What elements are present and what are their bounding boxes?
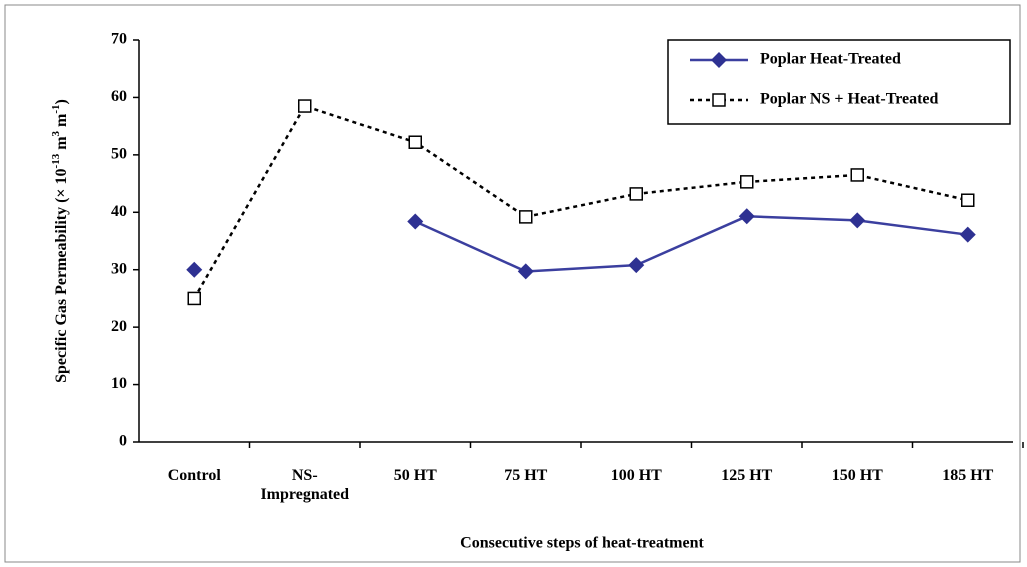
- data-point: [298, 99, 312, 113]
- frame: [4, 4, 1021, 563]
- legend-box: [667, 39, 1011, 125]
- y-tick-label: 60: [111, 88, 127, 105]
- legend-marker: [712, 93, 726, 107]
- data-point: [961, 193, 975, 207]
- data-point: [959, 226, 976, 243]
- y-axis-title-part: 3: [50, 130, 62, 136]
- y-tick-label: 10: [111, 375, 127, 392]
- x-tick-label: 75 HT: [504, 467, 548, 484]
- data-point: [187, 291, 201, 306]
- data-point: [517, 263, 534, 280]
- data-point: [850, 168, 864, 182]
- x-tick-label: 50 HT: [393, 467, 437, 484]
- x-axis-title: Consecutive steps of heat-treatment: [460, 535, 704, 552]
- y-axis-title: Specific Gas Permeability (× 10-13 m3 m-…: [50, 99, 70, 383]
- data-point: [186, 261, 203, 278]
- legend-marker: [711, 52, 727, 68]
- y-tick-label: 0: [119, 433, 127, 450]
- y-axis-title-part: m: [53, 136, 70, 154]
- series-line: [193, 104, 969, 300]
- y-axis-title-part: m: [53, 113, 70, 131]
- y-tick-label: 50: [111, 146, 127, 163]
- x-tick-label: 125 HT: [721, 467, 773, 484]
- data-point: [738, 208, 755, 225]
- data-point: [629, 187, 643, 201]
- data-point: [628, 257, 645, 274]
- data-point: [519, 210, 533, 224]
- y-axis-title-part: Specific Gas Permeability (× 10: [53, 168, 70, 382]
- y-tick-label: 20: [111, 318, 127, 335]
- x-tick-label: Control: [167, 467, 221, 484]
- y-tick-label: 30: [111, 260, 127, 277]
- y-axis-title-part: -1: [50, 104, 62, 113]
- data-point: [407, 213, 424, 230]
- legend-label: Poplar Heat-Treated: [760, 51, 901, 68]
- x-tick-label: 100 HT: [610, 467, 662, 484]
- data-point: [740, 175, 754, 189]
- x-tick-label: 150 HT: [831, 467, 883, 484]
- y-axis-title-part: -13: [50, 153, 62, 168]
- data-point: [849, 212, 866, 229]
- y-tick-label: 40: [111, 203, 127, 220]
- y-tick-label: 70: [111, 31, 127, 48]
- x-tick-label: 185 HT: [942, 467, 994, 484]
- x-tick-label: NS-Impregnated: [260, 467, 350, 503]
- legend-label: Poplar NS + Heat-Treated: [760, 91, 939, 108]
- series-line: [414, 215, 968, 273]
- y-axis-title-part: ): [53, 99, 70, 104]
- data-point: [408, 135, 422, 149]
